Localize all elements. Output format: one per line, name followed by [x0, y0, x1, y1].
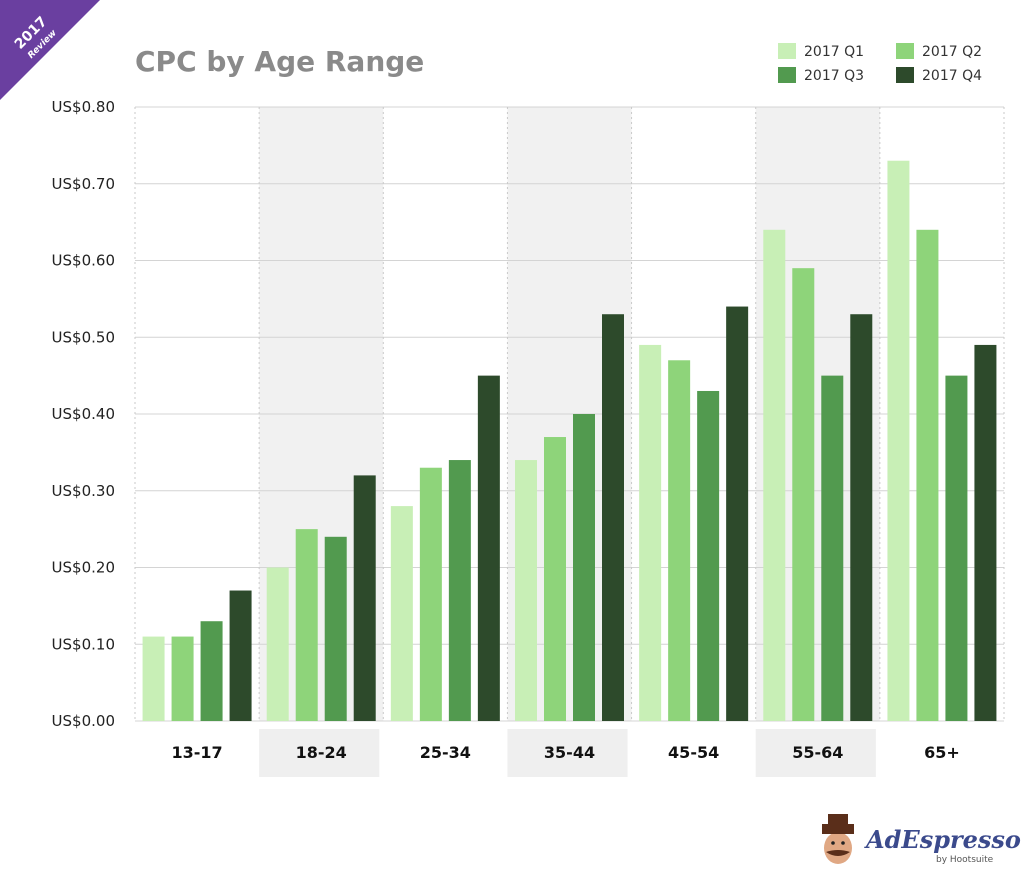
bar-45-54-2017-q1: [639, 344, 662, 721]
bar-25-34-2017-q3: [448, 460, 471, 721]
legend-label-1: 2017 Q1: [804, 44, 864, 60]
bar-45-54-2017-q2: [668, 360, 691, 721]
x-tick-label: 55-64: [792, 743, 843, 762]
legend-label-4: 2017 Q4: [922, 68, 982, 84]
x-tick-label: 25-34: [420, 743, 471, 762]
badge-ribbon: [0, 0, 100, 100]
bar-25-34-2017-q1: [390, 506, 413, 721]
bar-55-64-2017-q1: [763, 229, 786, 722]
y-tick-label: US$0.80: [52, 98, 115, 116]
bar-18-24-2017-q1: [266, 567, 289, 721]
legend-swatch-2: [896, 43, 914, 59]
bar-35-44-2017-q3: [573, 414, 595, 721]
y-tick-label: US$0.50: [52, 328, 115, 346]
label-band-35-44: [507, 729, 628, 777]
legend-label-3: 2017 Q3: [804, 68, 864, 84]
bar-13-17-2017-q3: [200, 621, 223, 721]
y-tick-label: US$0.10: [52, 635, 115, 653]
legend-swatch-1: [778, 43, 796, 59]
y-axis-ticks: US$0.00 US$0.10 US$0.20 US$0.30 US$0.40 US$0.…: [52, 98, 115, 730]
x-tick-label: 35-44: [544, 743, 595, 762]
chart-legend: 2017 Q1 2017 Q2 2017 Q3 2017 Q4: [778, 43, 982, 84]
y-tick-label: US$0.20: [52, 559, 115, 577]
bar-35-44-2017-q2: [544, 437, 566, 721]
bar-45-54-2017-q4: [726, 306, 749, 721]
bar-55-64-2017-q3: [821, 375, 844, 721]
bar-35-44-2017-q4: [602, 314, 624, 721]
bar-25-34-2017-q4: [477, 375, 500, 721]
y-tick-label: US$0.30: [52, 482, 115, 500]
bar-13-17-2017-q1: [142, 636, 165, 721]
chart-title: CPC by Age Range: [135, 45, 424, 78]
bar-65+-2017-q3: [945, 375, 968, 721]
y-tick-label: US$0.40: [52, 405, 115, 423]
label-band-18-24: [259, 729, 380, 777]
legend-swatch-4: [896, 67, 914, 83]
category-bands: [259, 107, 880, 777]
bar-18-24-2017-q2: [295, 529, 318, 721]
x-tick-label: 13-17: [171, 743, 222, 762]
bar-18-24-2017-q4: [353, 475, 376, 721]
x-tick-label: 65+: [924, 743, 960, 762]
bar-45-54-2017-q3: [697, 390, 720, 721]
y-tick-label: US$0.60: [52, 252, 115, 270]
legend-label-2: 2017 Q2: [922, 44, 982, 60]
adespresso-logo: AdEspresso by Hootsuite: [822, 814, 1021, 865]
bar-13-17-2017-q2: [171, 636, 194, 721]
bar-65+-2017-q1: [887, 160, 910, 722]
bar-65+-2017-q2: [916, 229, 939, 722]
x-axis-ticks: 13-17 18-24 25-34 35-44 45-54 55-64 65+: [171, 743, 959, 762]
x-tick-label: 18-24: [296, 743, 347, 762]
bar-55-64-2017-q4: [850, 314, 873, 721]
brand-name: AdEspresso: [864, 825, 1021, 854]
brand-sub: by Hootsuite: [936, 855, 994, 865]
bars-layer: [142, 160, 997, 722]
bar-18-24-2017-q3: [324, 536, 347, 721]
bar-35-44-2017-q1: [515, 460, 537, 721]
legend-swatch-3: [778, 67, 796, 83]
label-band-55-64: [755, 729, 876, 777]
review-badge: 2017 Review: [0, 0, 100, 100]
bar-65+-2017-q4: [974, 344, 997, 721]
bar-25-34-2017-q2: [419, 467, 442, 721]
bar-13-17-2017-q4: [229, 590, 252, 721]
mascot-icon: [822, 814, 854, 864]
bar-55-64-2017-q2: [792, 268, 815, 721]
y-tick-label: US$0.70: [52, 175, 115, 193]
x-tick-label: 45-54: [668, 743, 719, 762]
y-tick-label: US$0.00: [52, 712, 115, 730]
